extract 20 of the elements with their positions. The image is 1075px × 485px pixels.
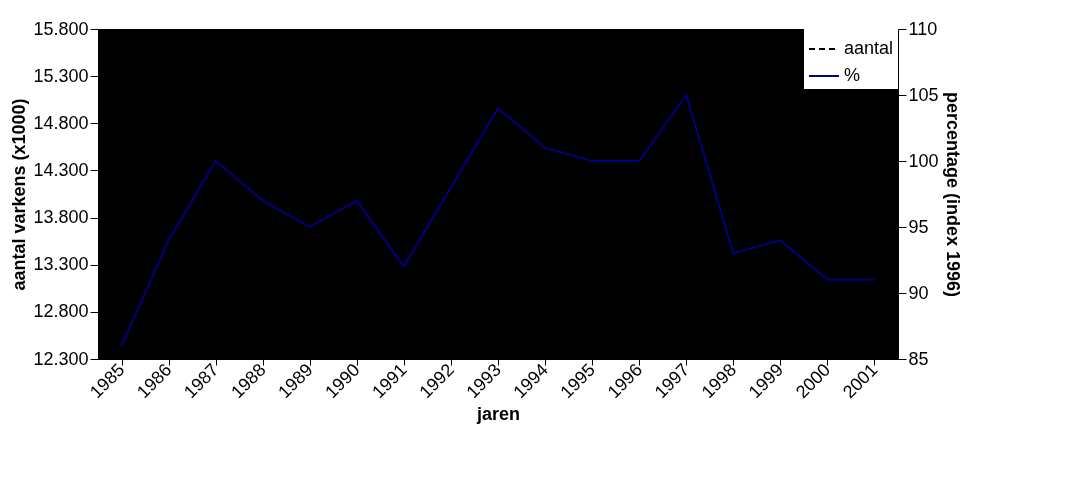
y-tick-label: 13.300 — [33, 254, 89, 275]
legend-label: aantal — [844, 38, 894, 58]
line-series — [120, 94, 876, 347]
y-tick-label: 14.300 — [33, 159, 89, 180]
y2-axis-title: percentage (index 1996) — [942, 91, 963, 298]
y2-tick-label: 110 — [908, 18, 938, 39]
legend-label: % — [844, 65, 861, 85]
y2-tick-label: 90 — [908, 282, 929, 303]
y-tick-label: 15.800 — [33, 18, 89, 39]
y-tick-label: 14.800 — [33, 112, 89, 133]
y-tick-label: 13.800 — [33, 207, 89, 228]
y2-tick-label: 100 — [908, 150, 939, 171]
y-tick-label: 15.300 — [33, 65, 89, 86]
y2-tick-label: 85 — [908, 348, 929, 369]
y-axis-title: aantal varkens (x1000) — [9, 98, 30, 291]
y-tick-label: 12.800 — [33, 301, 89, 322]
y2-tick-label: 95 — [908, 216, 929, 237]
y2-tick-label: 105 — [908, 84, 939, 105]
x-axis-title: jaren — [475, 404, 521, 425]
y-tick-label: 12.300 — [33, 348, 89, 369]
